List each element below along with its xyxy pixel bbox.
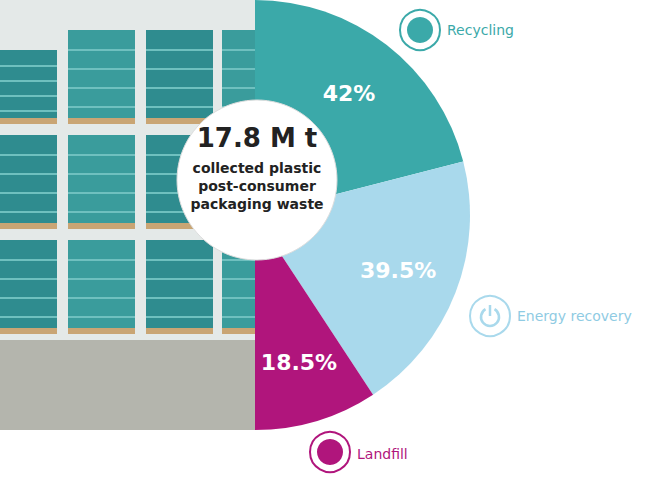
svg-text:Energy recovery: Energy recovery: [517, 308, 632, 324]
svg-text:17.8 M t: 17.8 M t: [197, 123, 318, 153]
svg-text:packaging waste: packaging waste: [190, 196, 323, 212]
svg-text:42%: 42%: [323, 81, 376, 106]
svg-text:39.5%: 39.5%: [360, 258, 436, 283]
svg-text:Landfill: Landfill: [357, 446, 408, 462]
svg-text:Recycling: Recycling: [447, 22, 514, 38]
svg-text:collected plastic: collected plastic: [193, 160, 322, 176]
svg-text:post-consumer: post-consumer: [198, 178, 316, 194]
svg-text:18.5%: 18.5%: [261, 350, 337, 375]
